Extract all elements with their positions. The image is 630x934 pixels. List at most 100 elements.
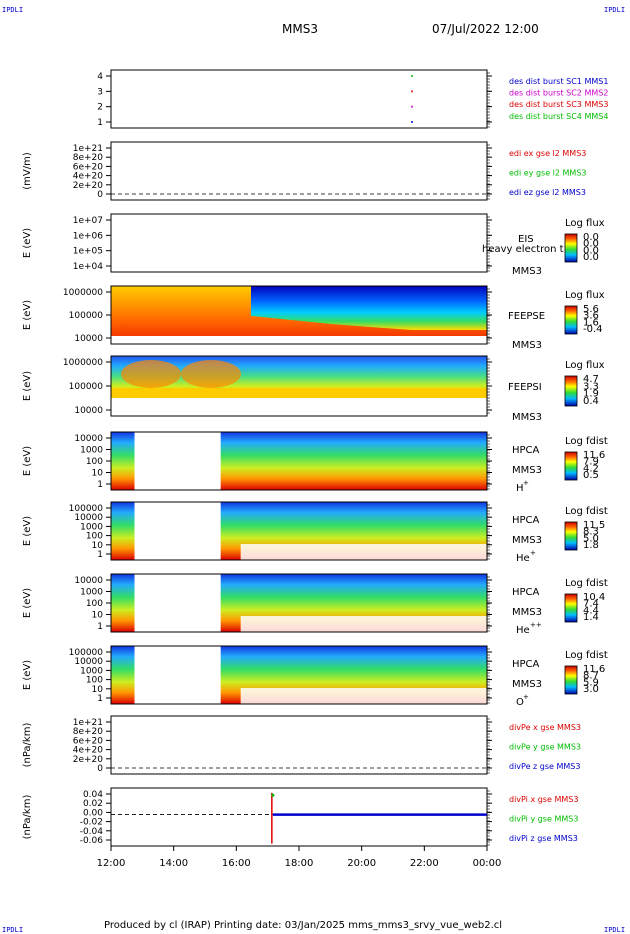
- divpe-panel-ylabel: (nPa/km): [22, 723, 33, 768]
- hpca-hepp-panel-ytick-label: 10000: [74, 576, 103, 586]
- divpe-panel-ytick-label: 8e+20: [73, 727, 104, 737]
- feepsi-panel-spacecraft: MMS3: [512, 412, 542, 423]
- hpca-h-panel-ytick-label: 1000: [80, 446, 103, 456]
- divpi-panel-ytick-label: -0.04: [80, 827, 104, 837]
- divpe-panel-ytick-label: 0: [97, 764, 103, 774]
- divpi-panel-legend-item: divPi x gse MMS3: [509, 795, 578, 804]
- hpca-hepp-panel-cbar-tick: 10.4: [583, 592, 605, 603]
- feepsi-panel-ytick-label: 100000: [69, 382, 104, 392]
- hpca-hepp-panel-cbar-tick: 4.4: [583, 605, 599, 616]
- feepsi-panel-colorbar: [564, 375, 578, 407]
- feepsi-panel-cbar-title: Log flux: [565, 360, 605, 371]
- hpca-hepp-panel-ylabel: E (eV): [22, 588, 33, 618]
- divpi-panel-series-point: [271, 793, 275, 797]
- hpca-h-panel-cbar-tick: 7.9: [583, 457, 599, 468]
- hpca-he-panel-ytick-label: 100: [86, 532, 103, 542]
- hpca-he-panel-spectrogram-dropout: [240, 544, 487, 560]
- hpca-o-panel-ytick-label: 1: [97, 694, 103, 704]
- edi-panel-ytick-label: 0: [97, 190, 103, 200]
- eis-panel-ylabel: E (eV): [22, 228, 33, 258]
- hpca-h-panel-spectrogram-left: [111, 432, 135, 490]
- feepse-panel-cbar-tick: 3.6: [583, 311, 599, 322]
- feepsi-panel-ytick-label: 1000000: [63, 358, 103, 368]
- hpca-he-panel-cbar-tick: 11.5: [583, 520, 605, 531]
- feepse-panel-ytick-label: 100000: [69, 311, 104, 321]
- feepse-panel-spectrogram-gap: [111, 336, 487, 344]
- hpca-he-panel-spectrogram-left: [111, 502, 135, 560]
- hpca-hepp-panel-instrument: HPCA: [512, 587, 540, 598]
- burst-panel-legend-item: des dist burst SC3 MMS3: [509, 100, 608, 109]
- corner-label-bottom-left: IPDLI: [2, 926, 24, 934]
- divpi-panel-ytick-label: 0.04: [83, 790, 103, 800]
- divpe-panel-legend-item: divPe z gse MMS3: [509, 762, 580, 771]
- hpca-he-panel-cbar-tick: 5.0: [583, 533, 599, 544]
- edi-panel-ytick-label: 4e+20: [73, 172, 104, 182]
- hpca-o-panel-ytick-label: 10: [92, 685, 104, 695]
- feepsi-panel-cbar-tick: 4.7: [583, 374, 599, 385]
- hpca-o-panel-spacecraft: MMS3: [512, 679, 542, 690]
- feepsi-panel-instrument: FEEPSI: [508, 382, 542, 393]
- burst-panel-ytick-label: 3: [97, 87, 103, 97]
- burst-panel-legend-item: des dist burst SC1 MMS1: [509, 77, 608, 86]
- feepse-panel-ytick-label: 1000000: [63, 288, 103, 298]
- eis-panel-spacecraft: MMS3: [512, 266, 542, 277]
- corner-label-top-left: IPDLI: [2, 6, 24, 14]
- feepse-panel-cbar-tick: 5.6: [583, 304, 599, 315]
- feepsi-panel-spectrogram-feature: [181, 360, 241, 388]
- divpe-panel-legend-item: divPe y gse MMS3: [509, 743, 581, 752]
- hpca-h-panel-ytick-label: 100: [86, 457, 103, 467]
- hpca-hepp-panel-spectrogram-dropout: [240, 616, 487, 632]
- eis-panel-ytick-label: 1e+06: [73, 231, 104, 241]
- edi-panel-ytick-label: 6e+20: [73, 162, 104, 172]
- xaxis-tick-label: 14:00: [159, 858, 188, 869]
- hpca-o-panel-species: O: [516, 697, 524, 708]
- feepse-panel-cbar-tick: 1.6: [583, 317, 599, 328]
- corner-label-bottom-right: IPDLI: [604, 926, 626, 934]
- feepse-panel-spectrogram-high: [251, 286, 487, 330]
- feepsi-panel-ytick-label: 10000: [74, 406, 103, 416]
- divpe-panel-ytick-label: 4e+20: [73, 746, 104, 756]
- edi-panel-legend-item: edi ex gse l2 MMS3: [509, 149, 586, 158]
- hpca-h-panel-species: H: [516, 483, 524, 494]
- divpi-panel-ytick-label: -0.06: [80, 836, 104, 846]
- eis-panel-colorbar: [564, 233, 578, 263]
- feepse-panel-ytick-label: 10000: [74, 334, 103, 344]
- burst-panel-burst-mark: [411, 105, 413, 108]
- eis-panel-frame: [110, 213, 488, 273]
- hpca-hepp-panel-ytick-label: 10: [92, 611, 104, 621]
- footer-credit: Produced by cl (IRAP) Printing date: 03/…: [104, 920, 503, 931]
- hpca-he-panel-colorbar: [564, 521, 578, 551]
- hpca-he-panel-species-charge: +: [530, 549, 536, 557]
- divpi-panel-ytick-label: 0.00: [83, 808, 103, 818]
- hpca-h-panel-cbar-tick: 4.2: [583, 463, 599, 474]
- hpca-o-panel-cbar-tick: 3.0: [583, 684, 599, 695]
- feepsi-panel-cbar-tick: 0.4: [583, 396, 599, 407]
- hpca-he-panel-cbar-title: Log fdist: [565, 506, 608, 517]
- edi-panel-legend-item: edi ez gse l2 MMS3: [509, 188, 586, 197]
- hpca-he-panel-cbar-tick: 1.8: [583, 540, 599, 551]
- hpca-hepp-panel-colorbar: [564, 593, 578, 623]
- burst-panel-burst-mark: [411, 75, 413, 77]
- xaxis-tick-label: 16:00: [222, 858, 251, 869]
- divpe-panel-frame: [110, 715, 488, 775]
- eis-panel-cbar-title: Log flux: [565, 218, 605, 229]
- hpca-h-panel-instrument: HPCA: [512, 445, 540, 456]
- burst-panel-ytick-label: 4: [97, 72, 103, 82]
- hpca-he-panel-ytick-label: 1000: [80, 522, 103, 532]
- hpca-h-panel-ytick-label: 10: [92, 469, 104, 479]
- hpca-he-panel-instrument: HPCA: [512, 515, 540, 526]
- hpca-o-panel-instrument: HPCA: [512, 659, 540, 670]
- hpca-o-panel-spectrogram-left: [111, 646, 135, 704]
- eis-panel-cbar-tick: 0.0: [583, 232, 599, 243]
- hpca-hepp-panel-cbar-title: Log fdist: [565, 578, 608, 589]
- eis-panel-instrument: EIS: [518, 234, 534, 245]
- burst-panel-ytick-label: 2: [97, 103, 103, 113]
- xaxis-tick-label: 00:00: [473, 858, 502, 869]
- hpca-he-panel-ytick-label: 100000: [69, 504, 104, 514]
- hpca-hepp-panel-species-charge: ++: [530, 621, 542, 629]
- hpca-o-panel-cbar-tick: 11.6: [583, 664, 605, 675]
- hpca-he-panel-species: He: [516, 553, 530, 564]
- corner-label-top-right: IPDLI: [604, 6, 626, 14]
- divpi-panel-frame: [110, 787, 488, 847]
- hpca-hepp-panel-cbar-tick: 1.4: [583, 612, 599, 623]
